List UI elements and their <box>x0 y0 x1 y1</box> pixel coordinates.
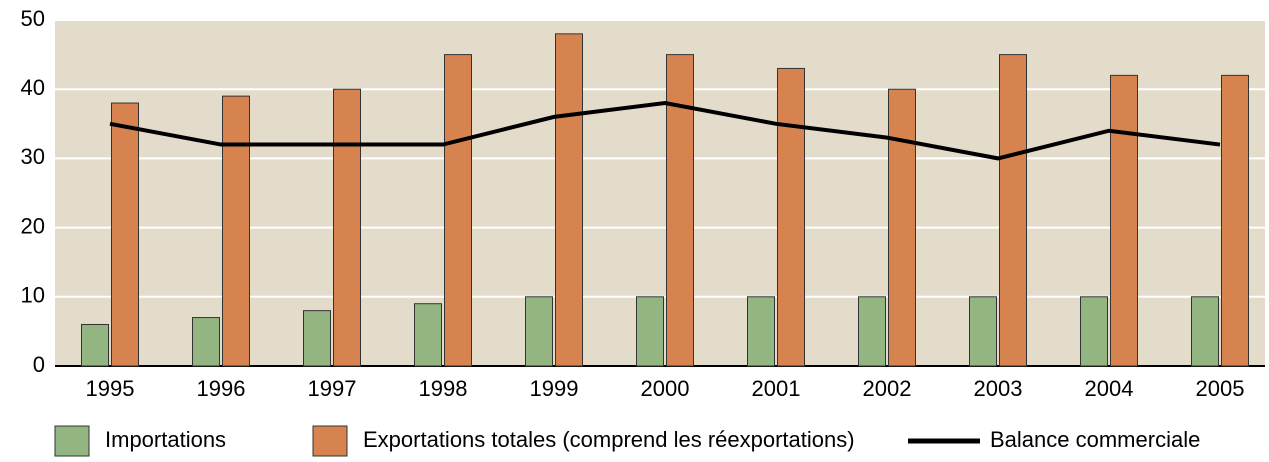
bar <box>858 296 886 367</box>
bar <box>414 303 442 367</box>
y-tick-label: 50 <box>21 6 45 31</box>
bar <box>555 33 583 367</box>
legend-label: Balance commerciale <box>990 427 1200 452</box>
bar <box>1110 74 1138 367</box>
bar <box>192 317 220 367</box>
y-tick-label: 10 <box>21 283 45 308</box>
y-tick-label: 20 <box>21 213 45 238</box>
bar <box>303 310 331 367</box>
bar <box>1080 296 1108 367</box>
bar <box>969 296 997 367</box>
legend-label: Exportations totales (comprend les réexp… <box>363 427 855 452</box>
bar <box>1221 74 1249 367</box>
legend-label: Importations <box>105 427 226 452</box>
y-tick-label: 0 <box>33 352 45 377</box>
x-tick-label: 2002 <box>863 376 912 401</box>
bar <box>81 323 109 367</box>
x-tick-label: 1998 <box>419 376 468 401</box>
y-tick-label: 30 <box>21 144 45 169</box>
x-tick-label: 2000 <box>641 376 690 401</box>
bar <box>777 67 805 367</box>
x-tick-label: 2001 <box>752 376 801 401</box>
bar <box>1191 296 1219 367</box>
bar <box>525 296 553 367</box>
x-tick-label: 1996 <box>197 376 246 401</box>
x-tick-label: 1997 <box>308 376 357 401</box>
bar <box>747 296 775 367</box>
legend-swatch <box>54 425 90 457</box>
bar <box>222 95 250 367</box>
bar <box>666 54 694 367</box>
y-tick-label: 40 <box>21 75 45 100</box>
x-tick-label: 2003 <box>974 376 1023 401</box>
bar <box>888 88 916 367</box>
bar <box>999 54 1027 367</box>
legend-swatch <box>312 425 348 457</box>
bar <box>444 54 472 367</box>
line <box>109 101 1221 161</box>
x-tick-label: 2005 <box>1196 376 1245 401</box>
bar <box>333 88 361 367</box>
bar <box>111 102 139 367</box>
x-tick-label: 1999 <box>530 376 579 401</box>
x-tick-label: 1995 <box>86 376 135 401</box>
x-tick-label: 2004 <box>1085 376 1134 401</box>
bar <box>636 296 664 367</box>
